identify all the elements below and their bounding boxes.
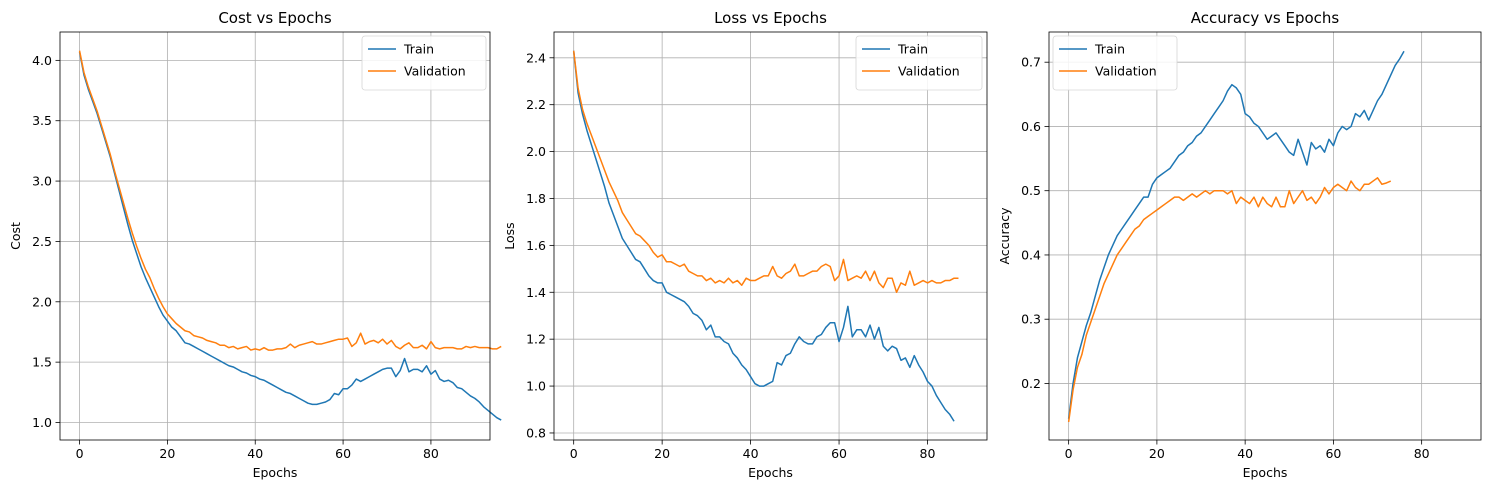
- y-tick-label: 1.5: [32, 355, 52, 370]
- y-tick-label: 2.2: [526, 97, 546, 112]
- y-tick-label: 2.5: [32, 234, 52, 249]
- series-line-validation: [78, 50, 502, 351]
- legend: Train Validation: [1052, 35, 1178, 91]
- y-tick-label: 4.0: [32, 53, 52, 68]
- axes-frame: [59, 31, 491, 441]
- x-tick-label: 0: [76, 446, 84, 461]
- y-tick-label: 1.2: [526, 332, 546, 347]
- legend-label-train: Train: [897, 42, 928, 57]
- x-tick-label: 80: [920, 446, 936, 461]
- axes-frame: [1048, 31, 1482, 441]
- y-tick-label: 2.4: [526, 50, 546, 65]
- plot-area: [1049, 32, 1481, 440]
- y-axis-label: Cost: [8, 222, 23, 250]
- y-tick-label: 3.5: [32, 113, 52, 128]
- x-tick-label: 20: [654, 446, 670, 461]
- y-tick-label: 0.7: [1021, 55, 1041, 70]
- x-tick-label: 60: [335, 446, 351, 461]
- axes-frame: [553, 31, 988, 441]
- chart-title: Accuracy vs Epochs: [1191, 9, 1340, 27]
- series-line-validation: [572, 50, 959, 294]
- series-line-validation: [1067, 177, 1392, 423]
- x-tick-label: 0: [570, 446, 578, 461]
- x-axis-label: Epochs: [748, 465, 793, 480]
- x-tick-label: 20: [159, 446, 175, 461]
- y-tick-label: 1.4: [526, 285, 546, 300]
- plot-area: [554, 32, 987, 440]
- legend-label-validation: Validation: [404, 64, 466, 79]
- x-tick-label: 0: [1065, 446, 1073, 461]
- chart-title: Cost vs Epochs: [218, 9, 332, 27]
- y-tick-label: 0.4: [1021, 247, 1041, 262]
- x-tick-label: 40: [743, 446, 759, 461]
- series-line-train: [572, 50, 955, 422]
- x-tick-label: 60: [1325, 446, 1341, 461]
- x-axis-label: Epochs: [253, 465, 298, 480]
- y-tick-label: 2.0: [526, 144, 546, 159]
- y-axis-label: Loss: [502, 222, 517, 249]
- y-tick-label: 0.2: [1021, 376, 1041, 391]
- chart-title: Loss vs Epochs: [714, 9, 827, 27]
- y-tick-label: 3.0: [32, 174, 52, 189]
- legend: Train Validation: [361, 35, 487, 91]
- x-tick-label: 40: [1237, 446, 1253, 461]
- y-axis-label: Accuracy: [997, 207, 1012, 265]
- y-tick-label: 1.8: [526, 191, 546, 206]
- x-tick-label: 20: [1149, 446, 1165, 461]
- x-tick-label: 40: [247, 446, 263, 461]
- legend-label-validation: Validation: [898, 64, 960, 79]
- chart-panel-1: 0 20 40 60 80 0.8 1.0 1.2 1.4 1.6 1.8 2.0 2.2 2.4 Loss…: [502, 9, 988, 480]
- y-tick-label: 0.6: [1021, 119, 1041, 134]
- chart-panel-2: 0 20 40 60 80 0.2 0.3 0.4 0.5 0.6 0.7 Accuracy vs E…: [997, 9, 1482, 480]
- chart-panel-0: 0 20 40 60 80 1.0 1.5 2.0 2.5 3.0 3.5 4.0 Cost vs Ep…: [8, 9, 502, 480]
- y-tick-label: 0.3: [1021, 312, 1041, 327]
- legend-label-train: Train: [1094, 42, 1125, 57]
- x-axis-label: Epochs: [1243, 465, 1288, 480]
- legend-label-train: Train: [403, 42, 434, 57]
- y-tick-label: 2.0: [32, 294, 52, 309]
- legend: Train Validation: [855, 35, 983, 91]
- series-line-train: [1067, 50, 1405, 419]
- y-tick-label: 0.8: [526, 425, 546, 440]
- x-tick-label: 80: [1414, 446, 1430, 461]
- y-tick-label: 0.5: [1021, 183, 1041, 198]
- y-tick-label: 1.6: [526, 238, 546, 253]
- legend-label-validation: Validation: [1095, 64, 1157, 79]
- y-tick-label: 1.0: [526, 379, 546, 394]
- x-tick-label: 80: [423, 446, 439, 461]
- y-tick-label: 1.0: [32, 415, 52, 430]
- x-tick-label: 60: [831, 446, 847, 461]
- series-line-train: [78, 51, 502, 421]
- plot-area: [60, 32, 490, 440]
